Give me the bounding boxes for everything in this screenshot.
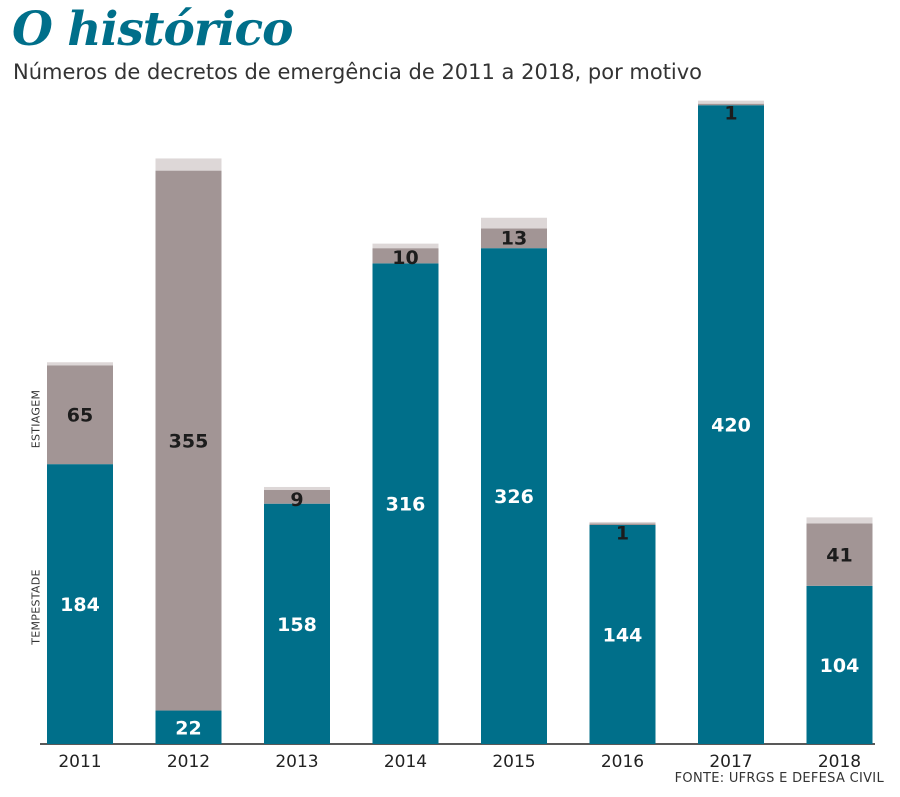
x-tick-2015: 2015: [492, 752, 535, 772]
bar-estiagem-2011: [47, 365, 113, 465]
source-note: FONTE: UFRGS E DEFESA CIVIL: [674, 771, 884, 786]
value-label-estiagem-2017: 1: [724, 103, 737, 125]
bar-estiagem-2018: [806, 523, 873, 586]
bar-tempestade-2012: [155, 710, 222, 744]
x-tick-2014: 2014: [384, 752, 427, 772]
value-label-tempestade-2012: 22: [175, 717, 201, 739]
bar-tempestade-2016: [589, 524, 656, 744]
value-label-tempestade-2013: 158: [277, 614, 317, 636]
bar-tempestade-2015: [481, 248, 547, 744]
bar-tempestade-2017: [698, 105, 764, 745]
bar-outros-2014: [372, 243, 439, 249]
bar-outros-2016: [589, 521, 656, 524]
x-tick-labels: 2011 2012 2013 2014 2015 2016 2017 2018: [58, 752, 861, 772]
x-tick-2018: 2018: [818, 752, 861, 772]
bar-tempestade-2014: [372, 263, 439, 744]
bars-group: 184 65 22 355 158 9 316 10 326 13 144 1 420 1 104 41: [47, 100, 873, 745]
bar-outros-2015: [481, 217, 547, 229]
value-label-estiagem-2016: 1: [616, 522, 629, 544]
value-label-tempestade-2016: 144: [603, 624, 643, 646]
value-label-tempestade-2018: 104: [820, 655, 860, 677]
x-tick-2017: 2017: [709, 752, 752, 772]
bar-estiagem-2015: [481, 228, 547, 249]
bar-tempestade-2018: [806, 585, 873, 744]
value-label-estiagem-2011: 65: [67, 405, 93, 427]
bar-outros-2012: [155, 158, 222, 171]
chart-title: O histórico: [12, 2, 293, 57]
bar-tempestade-2013: [264, 503, 330, 744]
bar-estiagem-2014: [372, 248, 439, 264]
value-label-estiagem-2013: 9: [290, 489, 303, 511]
bar-outros-2018: [806, 517, 873, 524]
bar-estiagem-2013: [264, 490, 330, 504]
value-label-tempestade-2014: 316: [386, 494, 426, 516]
value-label-tempestade-2017: 420: [711, 415, 751, 437]
value-label-tempestade-2011: 184: [60, 594, 100, 616]
value-label-estiagem-2018: 41: [826, 545, 852, 567]
x-tick-2016: 2016: [601, 752, 644, 772]
bar-estiagem-2017: [698, 103, 764, 106]
bar-estiagem-2012: [155, 170, 222, 711]
x-tick-2012: 2012: [167, 752, 210, 772]
x-tick-2013: 2013: [275, 752, 318, 772]
x-tick-2011: 2011: [58, 752, 101, 772]
bar-outros-2013: [264, 486, 330, 491]
value-label-estiagem-2015: 13: [501, 227, 527, 249]
bar-tempestade-2011: [47, 464, 113, 744]
value-label-tempestade-2015: 326: [494, 486, 534, 508]
value-label-estiagem-2014: 10: [392, 247, 418, 269]
bar-estiagem-2016: [589, 523, 656, 525]
chart-subtitle: Números de decretos de emergência de 201…: [13, 60, 703, 84]
value-label-estiagem-2012: 355: [169, 431, 209, 453]
bar-outros-2017: [698, 100, 764, 104]
bar-outros-2011: [47, 362, 113, 366]
